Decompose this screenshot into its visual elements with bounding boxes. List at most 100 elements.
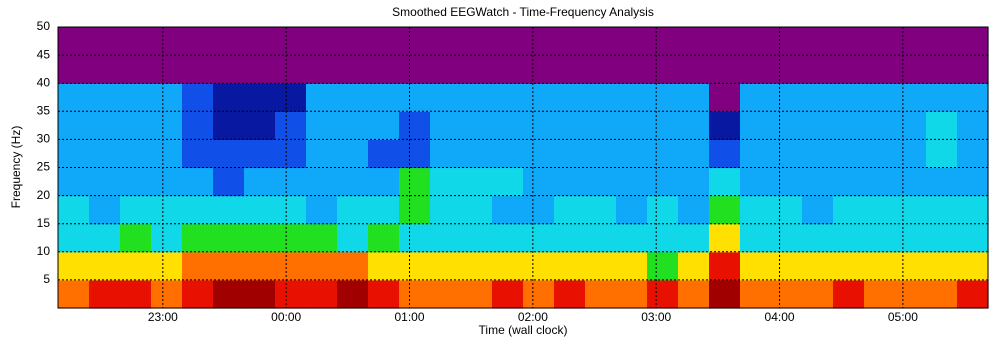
cell <box>523 251 555 281</box>
x-tick-label: 04:00 <box>765 310 795 324</box>
cell <box>523 167 555 197</box>
cell <box>337 111 369 140</box>
cell <box>89 251 121 281</box>
cell <box>957 251 989 281</box>
cell <box>678 55 710 84</box>
cell <box>151 251 183 281</box>
cell <box>89 139 121 169</box>
cell <box>709 223 741 253</box>
cell <box>306 55 338 84</box>
y-tick-label: 40 <box>37 75 51 89</box>
cell <box>120 195 152 225</box>
cell <box>864 279 896 309</box>
cell <box>554 279 586 309</box>
plot-frame <box>57 26 989 309</box>
cell <box>833 55 865 84</box>
cell <box>306 251 338 281</box>
cell <box>151 139 183 169</box>
cell <box>740 195 772 225</box>
cell <box>678 279 710 309</box>
cell <box>430 223 462 253</box>
cell <box>833 27 865 56</box>
cell <box>647 83 679 112</box>
cell <box>306 111 338 140</box>
cell <box>399 251 431 281</box>
cell <box>213 139 245 169</box>
cell <box>461 27 493 56</box>
cell <box>771 223 803 253</box>
chart-title: Smoothed EEGWatch - Time-Frequency Analy… <box>392 5 654 19</box>
cell <box>430 167 462 197</box>
cell <box>740 27 772 56</box>
cell <box>616 251 648 281</box>
cell <box>182 83 214 112</box>
cell <box>740 167 772 197</box>
cell <box>523 83 555 112</box>
cell <box>213 223 245 253</box>
cell <box>585 27 617 56</box>
cell <box>709 83 741 112</box>
cell <box>182 279 214 309</box>
x-tick-label: 03:00 <box>641 310 671 324</box>
cell <box>957 195 989 225</box>
cell <box>554 251 586 281</box>
x-tick-label: 02:00 <box>518 310 548 324</box>
cell <box>244 83 276 112</box>
cell <box>895 279 927 309</box>
cell <box>58 223 90 253</box>
cell <box>461 55 493 84</box>
cell <box>399 55 431 84</box>
cell <box>58 139 90 169</box>
x-tick-label: 05:00 <box>888 310 918 324</box>
cell <box>771 139 803 169</box>
cell <box>151 83 183 112</box>
cell <box>740 279 772 309</box>
cell <box>554 83 586 112</box>
cell <box>461 83 493 112</box>
cell <box>368 27 400 56</box>
cell <box>616 223 648 253</box>
cell <box>585 195 617 225</box>
cell <box>833 167 865 197</box>
cell <box>182 195 214 225</box>
cell <box>647 139 679 169</box>
cell <box>709 195 741 225</box>
cell <box>585 167 617 197</box>
cell <box>368 251 400 281</box>
cell <box>213 83 245 112</box>
cell <box>802 55 834 84</box>
cell <box>461 195 493 225</box>
cell <box>58 111 90 140</box>
cell <box>306 223 338 253</box>
cell <box>120 223 152 253</box>
cell <box>58 167 90 197</box>
cell <box>585 279 617 309</box>
cell <box>616 111 648 140</box>
cell <box>740 223 772 253</box>
cell <box>957 139 989 169</box>
cell <box>864 111 896 140</box>
cell <box>864 139 896 169</box>
cell <box>430 251 462 281</box>
cell <box>492 55 524 84</box>
cell <box>523 223 555 253</box>
cell <box>678 83 710 112</box>
cell <box>616 195 648 225</box>
cell <box>678 167 710 197</box>
cell <box>802 279 834 309</box>
cell <box>89 27 121 56</box>
cell <box>151 279 183 309</box>
cell <box>585 83 617 112</box>
cell <box>709 55 741 84</box>
cell <box>957 83 989 112</box>
cell <box>740 55 772 84</box>
cell <box>89 111 121 140</box>
cell <box>647 27 679 56</box>
cell <box>709 251 741 281</box>
cell <box>864 27 896 56</box>
cell <box>89 167 121 197</box>
cell <box>399 279 431 309</box>
cell <box>213 251 245 281</box>
cell <box>585 223 617 253</box>
